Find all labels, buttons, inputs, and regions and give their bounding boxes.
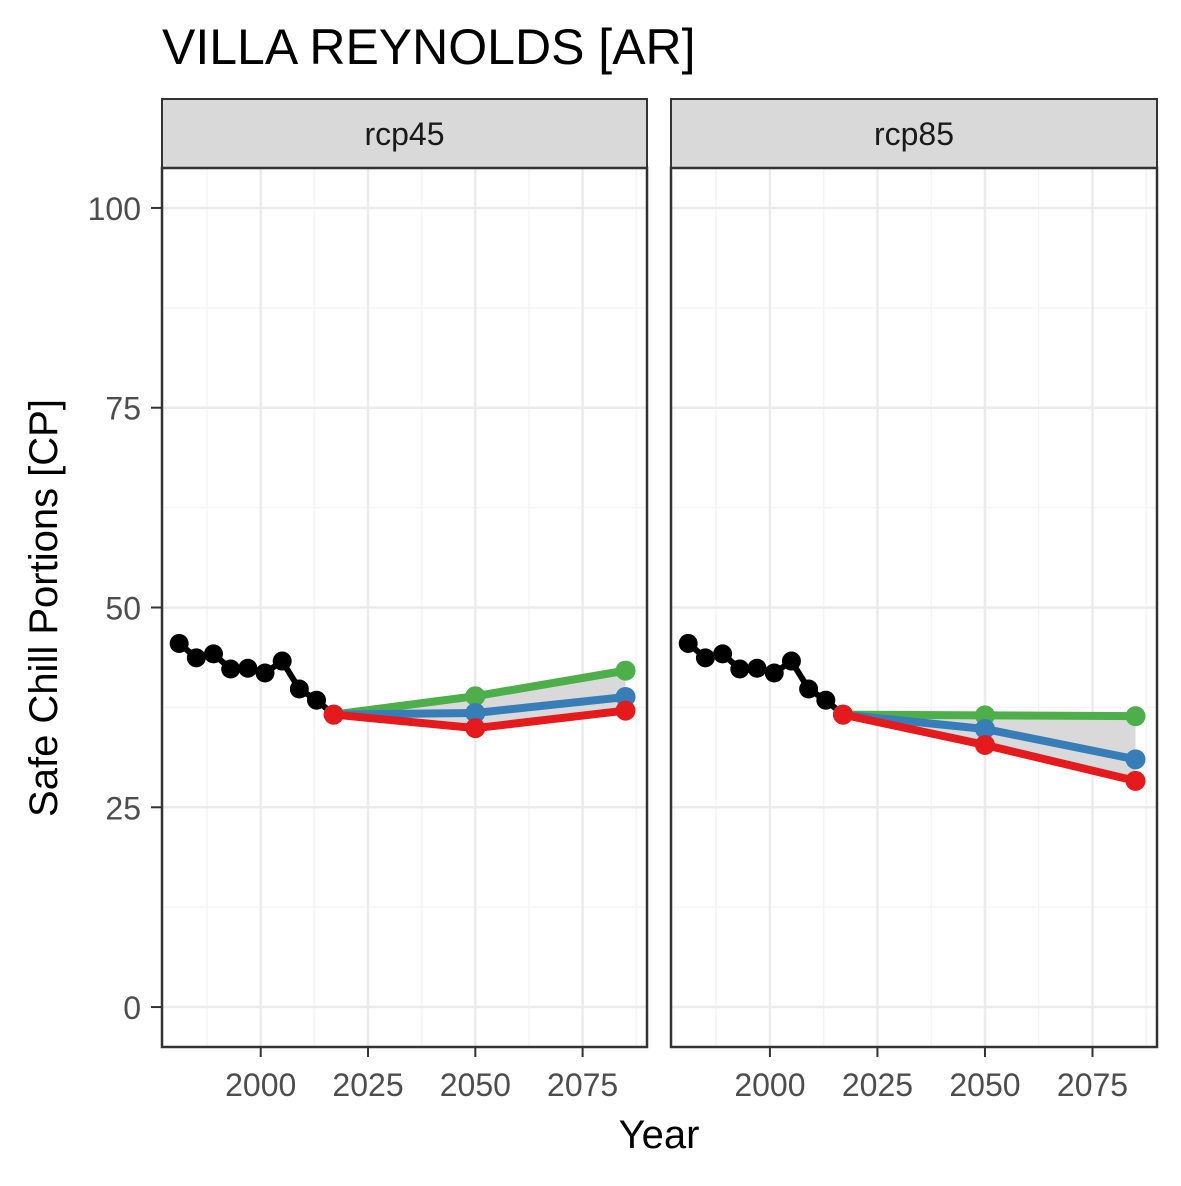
panel-border bbox=[160, 166, 649, 1049]
series-point-scenario_b bbox=[974, 718, 995, 739]
x-axis-title: Year bbox=[619, 1113, 700, 1157]
series-point-scenario_a bbox=[1125, 706, 1146, 727]
observed-point bbox=[747, 658, 767, 678]
observed-point bbox=[764, 663, 784, 683]
y-tick-label: 0 bbox=[123, 990, 141, 1026]
series-point-scenario_b bbox=[465, 702, 486, 723]
observed-point bbox=[289, 679, 309, 699]
x-tick-label: 2025 bbox=[842, 1067, 913, 1103]
facet-strip-label: rcp45 bbox=[364, 116, 444, 152]
x-tick-label: 2050 bbox=[440, 1067, 511, 1103]
observed-point bbox=[307, 690, 327, 710]
series-point-scenario_c bbox=[323, 704, 344, 725]
series-point-scenario_c bbox=[1125, 770, 1146, 791]
x-tick-label: 2075 bbox=[1057, 1067, 1128, 1103]
observed-point bbox=[678, 633, 698, 653]
x-tick-label: 2000 bbox=[734, 1067, 805, 1103]
observed-point bbox=[204, 644, 224, 664]
observed-point bbox=[169, 633, 189, 653]
y-tick-label: 25 bbox=[105, 790, 141, 826]
observed-point bbox=[713, 644, 733, 664]
series-point-scenario_c bbox=[833, 704, 854, 725]
series-point-scenario_c bbox=[465, 718, 486, 739]
observed-point bbox=[238, 658, 258, 678]
scenario-range-band bbox=[843, 714, 1136, 781]
series-point-scenario_a bbox=[465, 686, 486, 707]
series-point-scenario_c bbox=[974, 734, 995, 755]
facet-strip bbox=[161, 98, 648, 169]
y-axis-title: Safe Chill Portions [CP] bbox=[22, 399, 66, 817]
observed-point bbox=[255, 663, 275, 683]
observed-point bbox=[799, 679, 819, 699]
panel-rcp85: rcp85 2000 2025 2050 2075 bbox=[669, 98, 1159, 1103]
observed-point bbox=[272, 651, 292, 671]
y-tick-label: 75 bbox=[105, 391, 141, 427]
observed-point bbox=[816, 690, 836, 710]
observed-point bbox=[781, 651, 801, 671]
panel-border bbox=[669, 166, 1159, 1049]
y-tick-label: 100 bbox=[88, 191, 141, 227]
x-tick-label: 2000 bbox=[225, 1067, 296, 1103]
facet-strip-label: rcp85 bbox=[874, 116, 954, 152]
series-point-scenario_a bbox=[615, 660, 636, 681]
observed-point bbox=[695, 648, 715, 668]
observed-point bbox=[186, 648, 206, 668]
x-tick-label: 2075 bbox=[547, 1067, 618, 1103]
series-point-scenario_c bbox=[615, 700, 636, 721]
chart-title: VILLA REYNOLDS [AR] bbox=[162, 19, 696, 75]
x-tick-label: 2050 bbox=[949, 1067, 1020, 1103]
y-tick-label: 50 bbox=[105, 591, 141, 627]
series-point-scenario_b bbox=[1125, 749, 1146, 770]
observed-point bbox=[730, 659, 750, 679]
panels-layer: 0 25 50 75 100 rcp45 2000 2025 2050 2075 rcp85 2000… bbox=[88, 98, 1159, 1103]
x-tick-label: 2025 bbox=[332, 1067, 403, 1103]
observed-point bbox=[221, 659, 241, 679]
panel-rcp45: rcp45 2000 2025 2050 2075 bbox=[160, 98, 649, 1103]
facet-strip bbox=[670, 98, 1158, 169]
